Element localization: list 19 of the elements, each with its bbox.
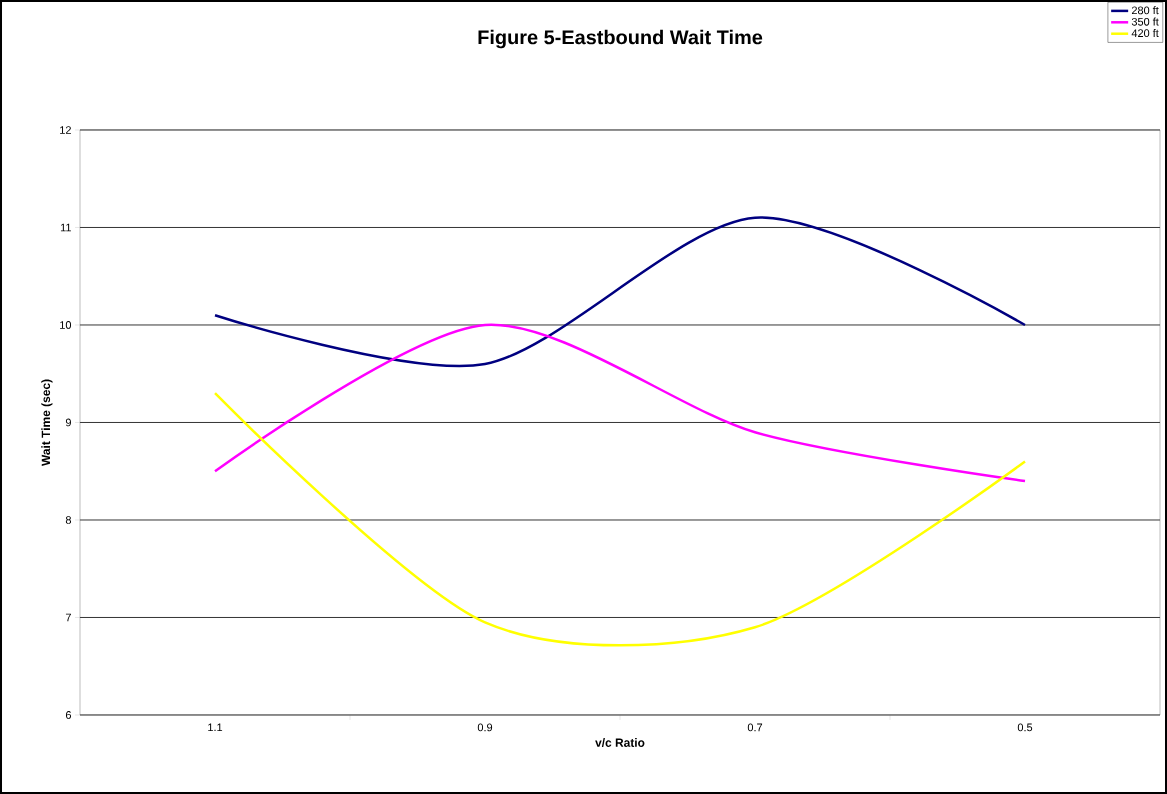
- legend-label: 420 ft: [1131, 29, 1159, 38]
- chart-title: Figure 5-Eastbound Wait Time: [478, 29, 763, 49]
- y-tick-label: 7: [65, 613, 71, 622]
- y-axis-title: Wait Time (sec): [41, 379, 53, 466]
- y-tick-label: 10: [60, 321, 72, 329]
- x-tick-label: 0.7: [747, 723, 763, 732]
- y-tick-label: 9: [65, 418, 71, 427]
- line-series: [213, 323, 1027, 483]
- y-tick-label: 8: [65, 516, 71, 524]
- y-tick-label: 6: [65, 711, 71, 719]
- x-tick-label: 0.5: [1017, 723, 1033, 732]
- legend-label: 350 ft: [1131, 17, 1159, 26]
- y-tick-label: 11: [60, 223, 71, 232]
- legend-label: 280 ft: [1131, 6, 1159, 15]
- y-tick-label: 12: [60, 126, 71, 134]
- line-series: [213, 216, 1027, 367]
- x-axis-title: v/c Ratio: [595, 738, 645, 747]
- x-tick-label: 0.9: [477, 723, 493, 732]
- x-tick-label: 1.1: [208, 723, 223, 732]
